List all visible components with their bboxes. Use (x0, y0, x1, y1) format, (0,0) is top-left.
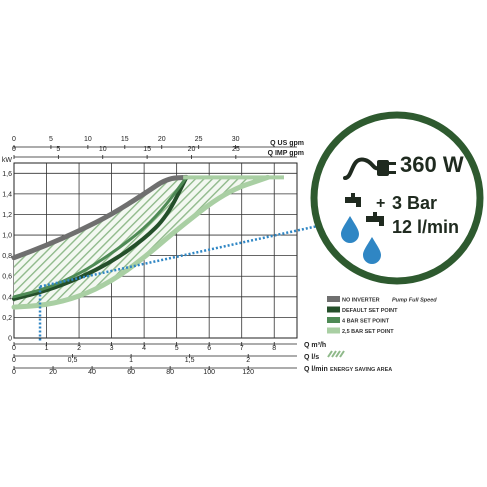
axis-tick-label: 30 (232, 136, 240, 143)
axis-tick-label: 25 (232, 146, 240, 153)
kw-tick-label: 0,4 (2, 294, 12, 301)
axis-tick-label: 6 (207, 345, 211, 352)
axis-tick-label: 60 (127, 369, 135, 376)
axis-tick-label: 1,5 (185, 357, 195, 364)
legend-label: ENERGY SAVING AREA (330, 367, 392, 373)
axis-tick-label: 25 (195, 136, 203, 143)
axis-tick-label: 20 (188, 146, 196, 153)
curve-2-5-bar-set-point (11, 174, 271, 310)
axis-tick-label: 10 (84, 136, 92, 143)
kw-tick-label: 0,2 (2, 315, 12, 322)
axis-tick-label: 2 (77, 345, 81, 352)
axis-tick-label: 0 (12, 146, 16, 153)
legend-hatch-stroke (335, 350, 341, 358)
axis-tick-label: 5 (49, 136, 53, 143)
axis-tick-label: 120 (242, 369, 254, 376)
legend-hatch-stroke (339, 350, 345, 358)
axis-tick-label: 1 (45, 345, 49, 352)
axis-tick-label: 0 (12, 369, 16, 376)
faucet-icon (345, 193, 361, 207)
axis-tick-label: 7 (240, 345, 244, 352)
legend-swatch (327, 327, 340, 334)
kw-tick-label: 1,2 (2, 212, 12, 219)
curve-4-bar-set-point (12, 175, 188, 299)
axis-tick-label: 20 (49, 369, 57, 376)
curve-no-inverter (11, 174, 189, 261)
flow-value: 12 l/min (392, 217, 459, 237)
axis-tick-label: 2 (246, 357, 250, 364)
axis-tick-label: 4 (142, 345, 146, 352)
faucet-icon (366, 212, 384, 226)
axis-title: Q US gpm (270, 140, 304, 147)
legend-hatch-stroke (327, 350, 333, 358)
kw-tick-label: 0 (8, 336, 12, 343)
axis-title: Q l/s (304, 354, 319, 361)
axis-tick-label: 1 (129, 357, 133, 364)
kw-tick-label: 1,4 (2, 191, 12, 198)
legend-label: NO INVERTER (342, 298, 380, 304)
axis-title: Q m³/h (304, 342, 326, 349)
operating-point-link-line (39, 222, 328, 288)
axis-tick-label: 0 (12, 136, 16, 143)
legend-swatch (327, 306, 340, 313)
legend-label: DEFAULT SET POINT (342, 308, 398, 314)
axis-tick-label: 5 (175, 345, 179, 352)
water-drop-icon (363, 237, 381, 264)
axis-tick-label: 15 (143, 146, 151, 153)
axis-title: Q IMP gpm (268, 150, 304, 157)
pressure-value: 3 Bar (392, 193, 437, 213)
legend-swatch (327, 296, 340, 302)
legend: NO INVERTER DEFAULT SET POINT 4 BAR SET PO… (327, 296, 437, 373)
axis-tick-label: 3 (110, 345, 114, 352)
curve-default-set-point (12, 175, 189, 301)
power-value: 360 W (400, 152, 464, 177)
spec-badge: 360 W + 3 Bar 12 l/min (310, 111, 484, 285)
water-drop-icon (341, 216, 359, 243)
kw-tick-label: 1,0 (2, 233, 12, 240)
legend-hatch-stroke (331, 350, 337, 358)
axis-tick-label: 0,5 (68, 357, 78, 364)
axis-tick-label: 15 (121, 136, 129, 143)
power-plug-icon (343, 157, 396, 180)
pressure-plus: + (376, 195, 385, 212)
axis-tick-label: 0 (12, 345, 16, 352)
axis-tick-label: 100 (203, 369, 215, 376)
legend-swatch-hatch (327, 350, 345, 358)
legend-label: 4 BAR SET POINT (342, 319, 390, 325)
axis-tick-label: 8 (272, 345, 276, 352)
operating-point-group (38, 222, 328, 342)
legend-label: 2,5 BAR SET POINT (342, 329, 394, 335)
axis-tick-label: 80 (166, 369, 174, 376)
axis-title: Q l/min (304, 366, 328, 373)
kw-tick-label: 0,8 (2, 253, 12, 260)
kw-tick-label: 1,6 (2, 171, 12, 178)
kw-axis-label: kW (2, 157, 13, 164)
axis-tick-label: 10 (99, 146, 107, 153)
axis-tick-label: 20 (158, 136, 166, 143)
curve-group (11, 174, 284, 310)
axis-tick-label: 40 (88, 369, 96, 376)
kw-tick-label: 0,6 (2, 274, 12, 281)
legend-swatch (327, 317, 340, 323)
legend-note: Pump Full Speed (392, 298, 437, 304)
plot-frame (13, 162, 298, 339)
axis-tick-label: 5 (56, 146, 60, 153)
axis-tick-label: 0 (12, 357, 16, 364)
